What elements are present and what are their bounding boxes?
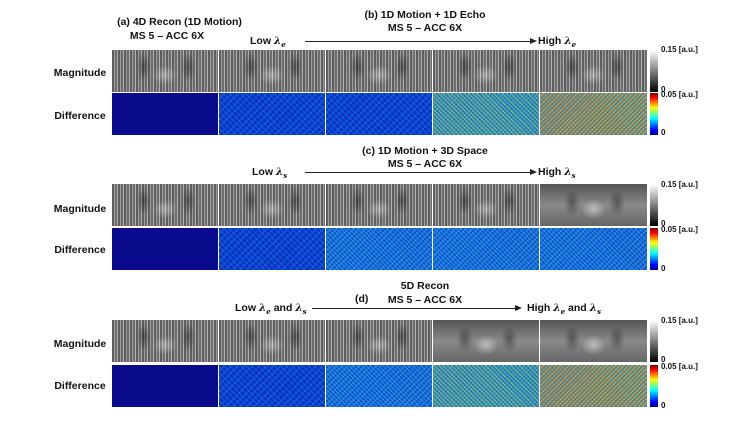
magnitude-image (540, 50, 647, 92)
difference-colorbar-min: 0 (661, 264, 666, 273)
magnitude-image (112, 320, 219, 362)
panel-a-title: (a) 4D Recon (1D Motion) (117, 16, 242, 28)
row-label-magnitude: Magnitude (53, 203, 107, 215)
difference-image (219, 365, 326, 407)
panel-c-high-label: High λs (538, 166, 576, 181)
panel-d-title: 5D Recon (400, 280, 450, 292)
magnitude-colorbar-max: 0.15 [a.u.] (661, 316, 698, 325)
panel-d-arrow (312, 305, 522, 311)
magnitude-colorbar (650, 320, 658, 362)
difference-colorbar-min: 0 (661, 128, 666, 137)
panel-c-arrow (305, 169, 537, 175)
panel-b-subtitle: MS 5 – ACC 6X (387, 22, 463, 34)
difference-image (112, 228, 219, 270)
magnitude-image (433, 184, 540, 226)
difference-colorbar (650, 365, 658, 407)
difference-image (540, 228, 647, 270)
difference-image (433, 228, 540, 270)
difference-image (433, 93, 540, 135)
panel-d-subtitle: MS 5 – ACC 6X (387, 294, 463, 306)
magnitude-image (112, 184, 219, 226)
magnitude-image (433, 320, 540, 362)
difference-image (219, 228, 326, 270)
difference-colorbar-max: 0.05 [a.u.] (661, 90, 698, 99)
magnitude-image (112, 50, 219, 92)
difference-image (112, 93, 219, 135)
panel-b-title: (b) 1D Motion + 1D Echo (364, 9, 486, 21)
magnitude-image (433, 50, 540, 92)
row-label-magnitude: Magnitude (53, 338, 107, 350)
panel-b-arrow (305, 38, 537, 44)
row-label-difference: Difference (54, 110, 106, 122)
magnitude-image (540, 184, 647, 226)
panel-c-title: (c) 1D Motion + 3D Space (362, 145, 488, 157)
difference-strip-c (112, 228, 647, 270)
magnitude-strip-c (112, 184, 647, 226)
difference-image (326, 365, 433, 407)
difference-image (326, 228, 433, 270)
difference-image (219, 93, 326, 135)
panel-d-low-label: Low λe and λs (235, 302, 307, 317)
panel-c-low-label: Low λs (252, 166, 288, 181)
magnitude-colorbar-max: 0.15 [a.u.] (661, 45, 698, 54)
difference-strip-b (112, 93, 647, 135)
row-label-difference: Difference (54, 380, 106, 392)
panel-d-label: (d) (355, 293, 369, 305)
magnitude-image (540, 320, 647, 362)
row-label-difference: Difference (54, 244, 106, 256)
difference-image (433, 365, 540, 407)
magnitude-image (326, 50, 433, 92)
magnitude-strip-b (112, 50, 647, 92)
difference-colorbar (650, 228, 658, 270)
magnitude-colorbar-min: 0 (661, 355, 666, 364)
magnitude-colorbar-min: 0 (661, 219, 666, 228)
row-label-magnitude: Magnitude (53, 67, 107, 79)
difference-colorbar (650, 93, 658, 135)
magnitude-colorbar (650, 184, 658, 226)
magnitude-strip-d (112, 320, 647, 362)
difference-colorbar-max: 0.05 [a.u.] (661, 362, 698, 371)
magnitude-image (326, 320, 433, 362)
magnitude-colorbar-max: 0.15 [a.u.] (661, 180, 698, 189)
difference-colorbar-min: 0 (661, 401, 666, 410)
magnitude-colorbar-min: 0 (661, 85, 666, 94)
magnitude-colorbar (650, 50, 658, 92)
magnitude-image (219, 50, 326, 92)
magnitude-image (219, 184, 326, 226)
magnitude-image (219, 320, 326, 362)
panel-d-high-label: High λe and λs (527, 302, 601, 317)
difference-image (326, 93, 433, 135)
panel-a-subtitle: MS 5 – ACC 6X (129, 30, 205, 42)
difference-strip-d (112, 365, 647, 407)
difference-image (540, 365, 647, 407)
magnitude-image (326, 184, 433, 226)
panel-c-subtitle: MS 5 – ACC 6X (387, 158, 463, 170)
difference-colorbar-max: 0.05 [a.u.] (661, 225, 698, 234)
panel-b-high-label: High λe (538, 35, 577, 50)
difference-image (112, 365, 219, 407)
difference-image (540, 93, 647, 135)
panel-b-low-label: Low λe (250, 35, 286, 50)
